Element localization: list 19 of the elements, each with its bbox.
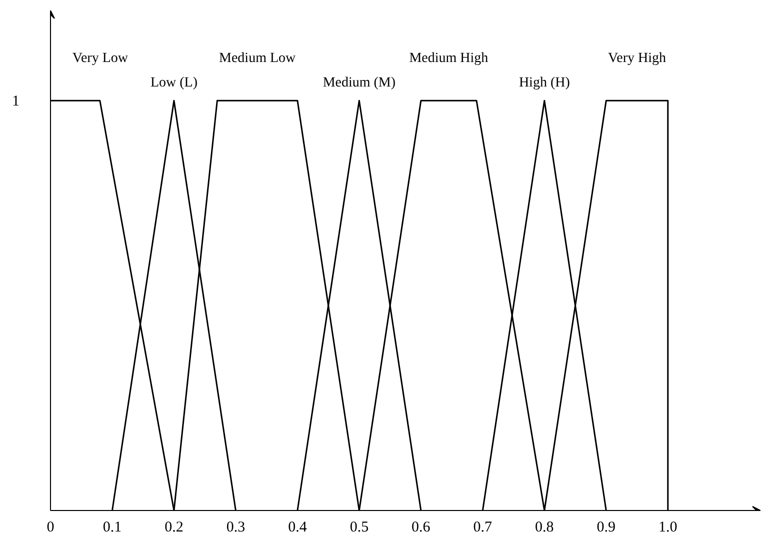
x-tick-label: 0.6 [412,520,431,536]
x-tick-label: 0.1 [102,520,122,536]
x-tick-label: 0 [46,520,54,536]
text: Very Low [72,50,129,66]
x-tick-label: 0.7 [473,520,493,536]
text: Medium High [409,50,488,66]
x-tick-label: 0.5 [350,520,369,536]
series-label: Low (L) [150,75,198,90]
x-tick-label: 0.2 [164,520,184,536]
text: 1 [12,94,20,110]
x-tick-label: 0.9 [596,520,616,536]
x-tick-label: 0.4 [288,520,308,536]
series-label: Medium (M) [322,75,396,90]
x-tick-label: 0.3 [226,520,246,536]
text: Very High [608,50,666,66]
x-tick-label: 0.8 [535,520,554,536]
series-label: High (H) [518,75,570,90]
x-tick-label: 1.0 [658,520,678,536]
text: Medium Low [219,50,297,66]
